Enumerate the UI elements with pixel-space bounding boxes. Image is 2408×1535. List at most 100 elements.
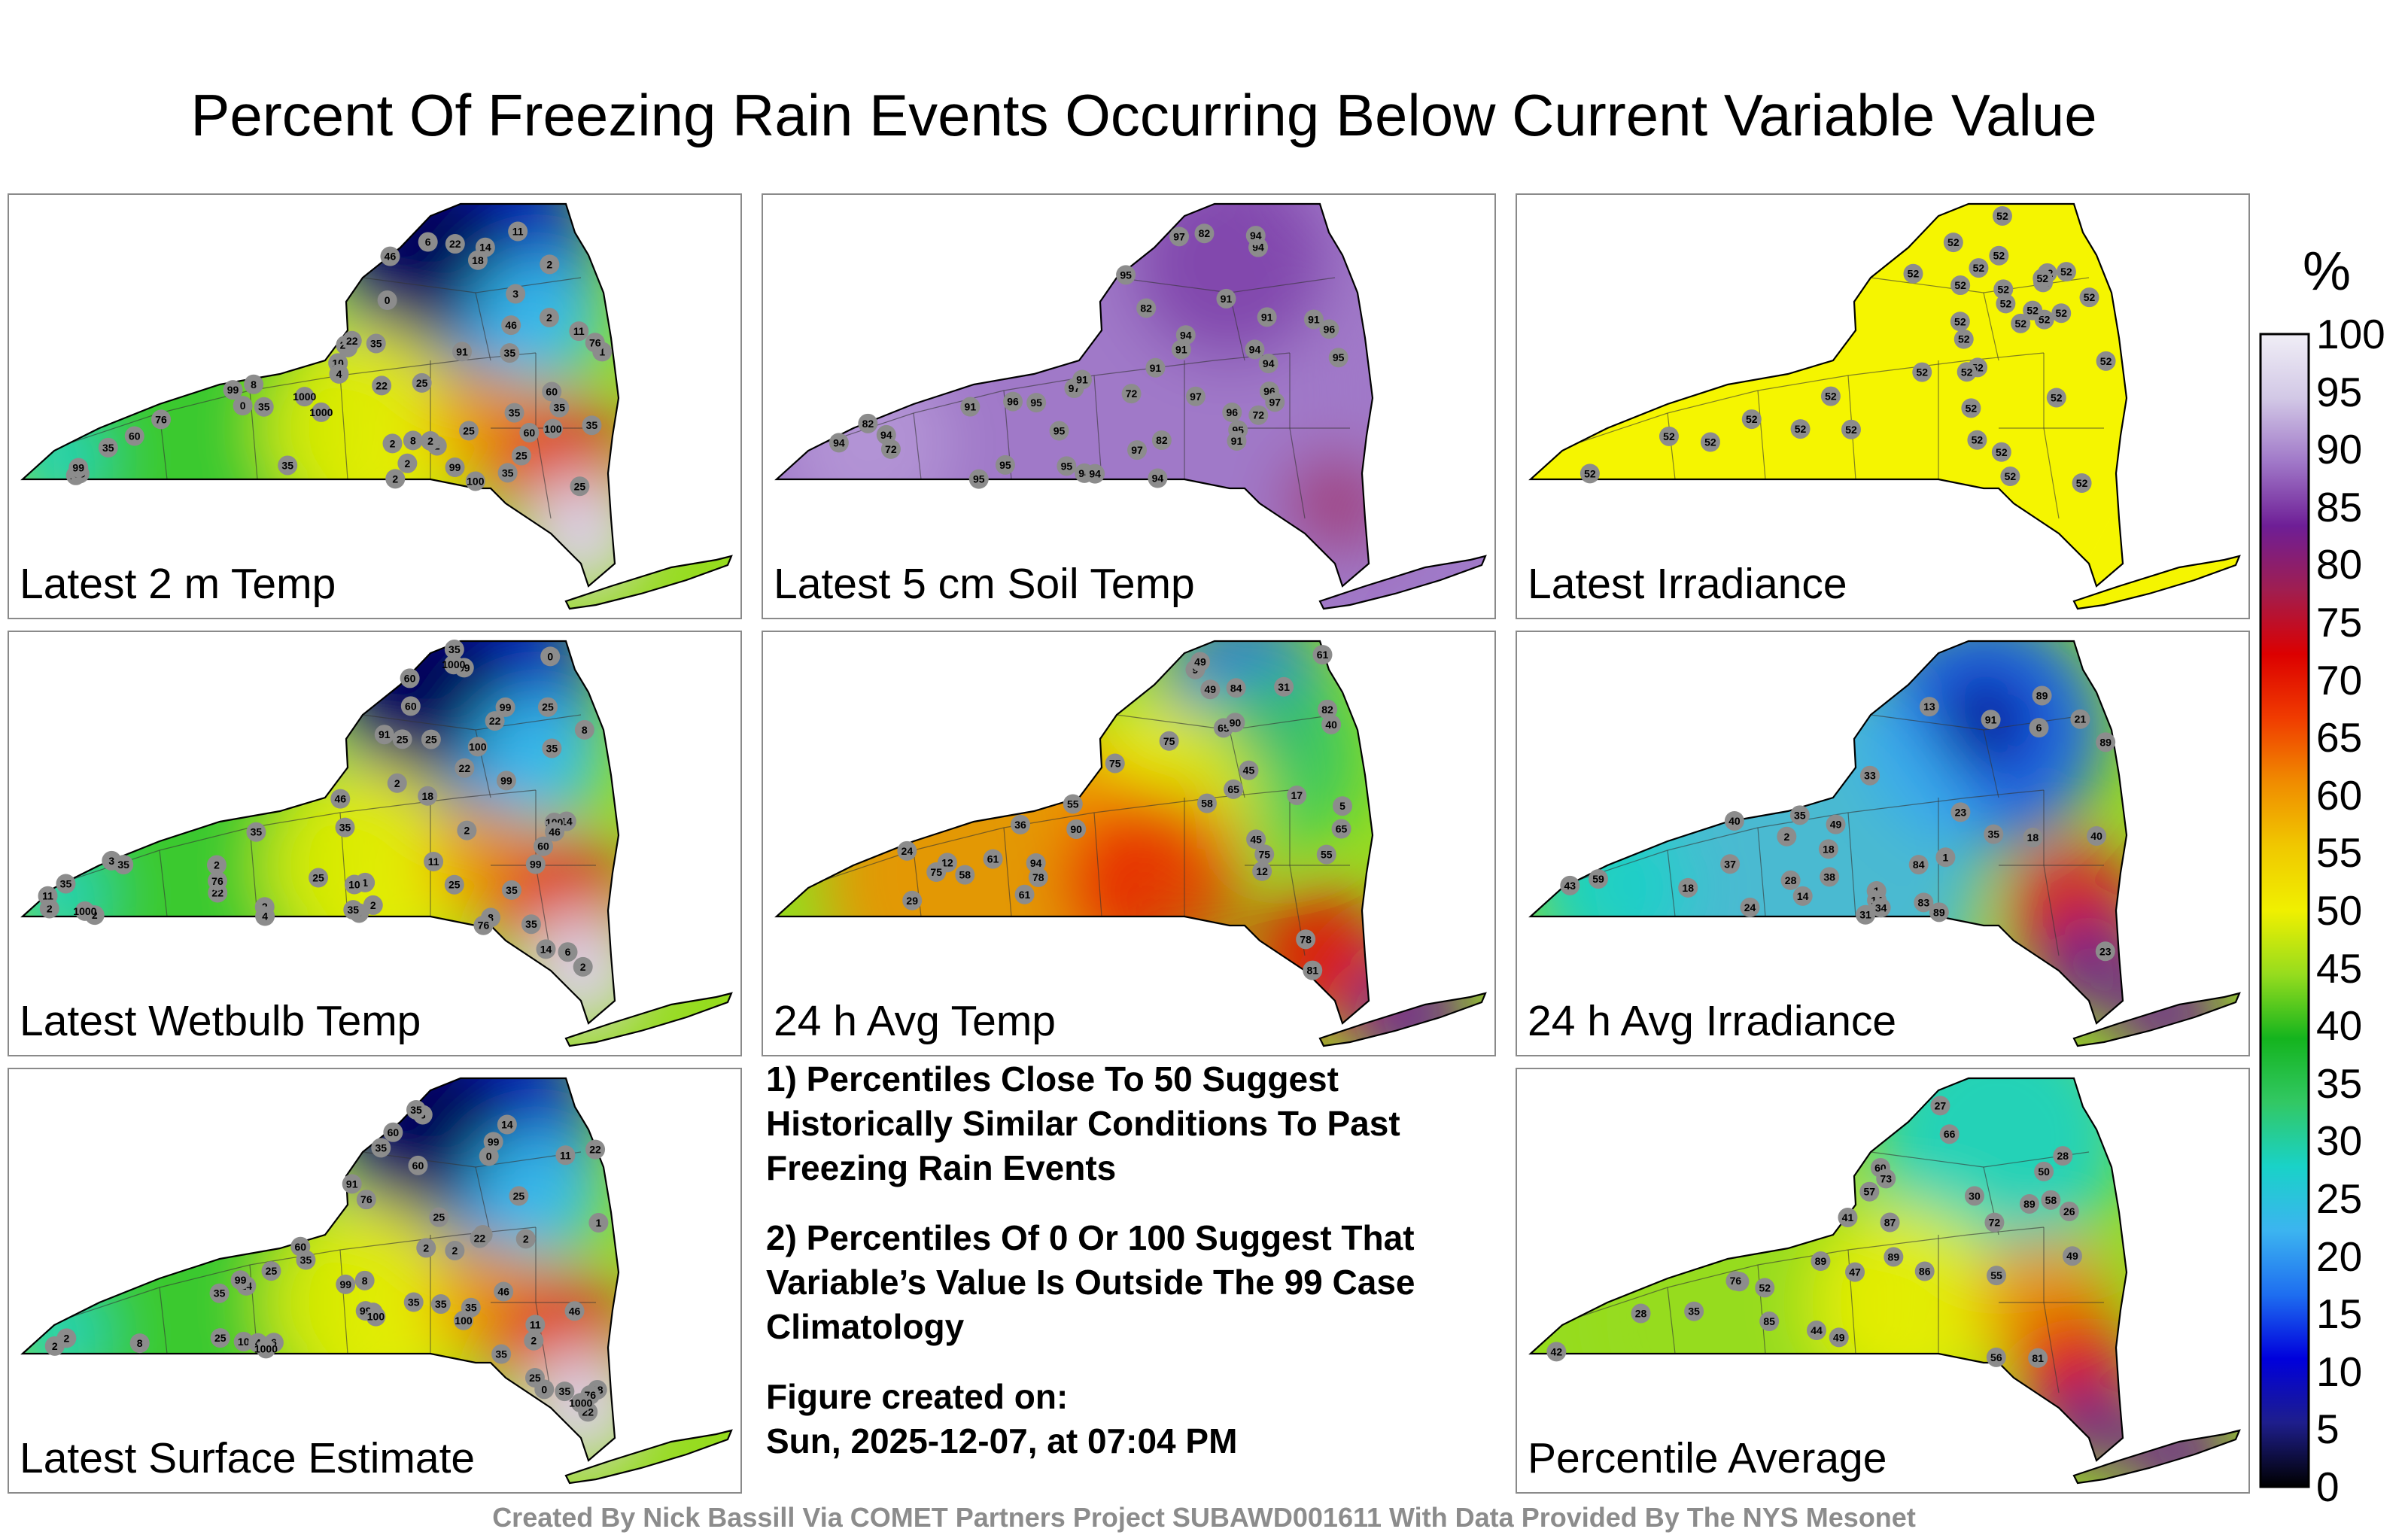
svg-text:99: 99 xyxy=(235,1274,247,1286)
svg-text:84: 84 xyxy=(1230,682,1242,694)
svg-text:0: 0 xyxy=(541,1383,547,1395)
svg-text:40: 40 xyxy=(1728,815,1741,827)
svg-text:58: 58 xyxy=(2045,1194,2057,1206)
svg-text:99: 99 xyxy=(530,859,542,871)
station-marker: 8 xyxy=(244,374,264,394)
svg-text:28: 28 xyxy=(2057,1150,2069,1162)
panel-latest-wetbulb-temp: 2002212286221110432142225835222535353535… xyxy=(8,631,742,1056)
svg-text:25: 25 xyxy=(416,377,428,389)
station-marker: 1000 xyxy=(309,402,333,422)
station-marker: 50 xyxy=(2034,1161,2054,1181)
station-marker: 35 xyxy=(582,415,602,436)
svg-text:18: 18 xyxy=(1823,843,1835,855)
svg-text:2: 2 xyxy=(451,1245,458,1257)
svg-text:11: 11 xyxy=(560,1149,571,1161)
station-marker: 60 xyxy=(408,1155,428,1175)
svg-text:2: 2 xyxy=(47,902,53,914)
station-marker: 91 xyxy=(451,342,472,362)
station-marker: 35 xyxy=(500,343,520,363)
station-marker: 35 xyxy=(501,880,521,900)
station-marker: 11 xyxy=(424,852,444,872)
svg-text:76: 76 xyxy=(478,919,490,932)
station-marker: 91 xyxy=(1227,430,1247,451)
station-marker: 2 xyxy=(573,956,593,977)
svg-text:11: 11 xyxy=(42,890,53,902)
colorbar-tick-label: 55 xyxy=(2316,829,2363,877)
station-marker: 52 xyxy=(2023,300,2043,321)
station-marker: 35 xyxy=(343,900,363,920)
svg-text:1: 1 xyxy=(362,877,368,889)
svg-text:60: 60 xyxy=(294,1241,306,1253)
svg-text:89: 89 xyxy=(1888,1251,1900,1263)
station-marker: 52 xyxy=(1991,442,2011,462)
svg-text:52: 52 xyxy=(2005,470,2017,482)
station-marker: 100 xyxy=(366,1306,386,1327)
station-marker: 95 xyxy=(1026,393,1047,413)
svg-text:99: 99 xyxy=(500,774,512,786)
svg-text:1000: 1000 xyxy=(569,1397,592,1409)
station-marker: 94 xyxy=(1245,339,1265,360)
station-marker: 99 xyxy=(495,697,515,717)
station-marker: 1000 xyxy=(569,1393,593,1413)
svg-text:1000: 1000 xyxy=(73,905,96,917)
svg-text:31: 31 xyxy=(1859,909,1871,921)
station-marker: 85 xyxy=(1759,1312,1780,1332)
svg-text:35: 35 xyxy=(553,402,565,414)
svg-text:46: 46 xyxy=(549,825,561,837)
station-marker: 86 xyxy=(1914,1261,1935,1281)
svg-text:75: 75 xyxy=(1163,735,1175,747)
svg-text:2: 2 xyxy=(63,1332,69,1344)
svg-text:35: 35 xyxy=(559,1385,571,1397)
station-marker: 99 xyxy=(68,457,89,478)
svg-text:23: 23 xyxy=(1955,806,1967,818)
station-marker: 52 xyxy=(2079,287,2099,308)
station-marker: 5 xyxy=(1332,796,1352,816)
svg-text:82: 82 xyxy=(1140,302,1152,315)
svg-text:91: 91 xyxy=(1308,313,1320,325)
station-marker: 2 xyxy=(385,469,406,489)
svg-text:33: 33 xyxy=(1864,770,1876,782)
station-marker: 75 xyxy=(1254,844,1275,865)
station-marker: 52 xyxy=(1579,464,1600,484)
station-marker: 72 xyxy=(1248,405,1269,425)
colorbar-tick-label: 30 xyxy=(2316,1117,2363,1165)
station-marker: 6 xyxy=(418,232,438,252)
station-marker: 31 xyxy=(1274,676,1294,697)
station-marker: 90 xyxy=(1066,819,1087,839)
svg-text:3: 3 xyxy=(512,288,518,300)
station-marker: 87 xyxy=(1880,1212,1900,1233)
svg-text:60: 60 xyxy=(546,386,558,398)
svg-text:35: 35 xyxy=(348,904,360,916)
station-marker: 35 xyxy=(504,403,524,423)
station-marker: 60 xyxy=(400,668,420,688)
station-marker: 25 xyxy=(458,421,479,441)
svg-text:78: 78 xyxy=(1032,871,1044,883)
svg-text:52: 52 xyxy=(1759,1281,1771,1293)
svg-text:90: 90 xyxy=(1070,823,1082,835)
station-marker: 90 xyxy=(1225,713,1245,733)
svg-text:91: 91 xyxy=(965,401,977,413)
station-marker: 52 xyxy=(1969,258,1989,278)
station-marker: 1 xyxy=(588,1213,609,1233)
svg-text:22: 22 xyxy=(346,335,358,347)
colorbar-tick-label: 40 xyxy=(2316,1002,2363,1050)
svg-text:25: 25 xyxy=(312,872,324,884)
station-marker: 52 xyxy=(1741,409,1762,430)
svg-text:23: 23 xyxy=(2099,945,2112,957)
ny-map: 2728263028353942475056554957444158726066… xyxy=(1528,1077,2241,1485)
station-marker: 97 xyxy=(1265,392,1285,412)
colorbar-tick-label: 60 xyxy=(2316,771,2363,819)
station-marker: 100 xyxy=(453,1310,473,1330)
station-marker: 17 xyxy=(1287,785,1307,805)
station-marker: 35 xyxy=(430,1294,451,1315)
station-marker: 52 xyxy=(1659,426,1679,446)
svg-text:25: 25 xyxy=(542,701,554,713)
station-marker: 11 xyxy=(555,1145,576,1166)
station-marker: 91 xyxy=(374,725,394,745)
svg-text:52: 52 xyxy=(2076,477,2088,489)
svg-text:49: 49 xyxy=(1194,656,1206,668)
svg-text:2: 2 xyxy=(546,312,552,324)
svg-text:49: 49 xyxy=(2066,1250,2078,1262)
station-marker: 40 xyxy=(1321,714,1342,734)
